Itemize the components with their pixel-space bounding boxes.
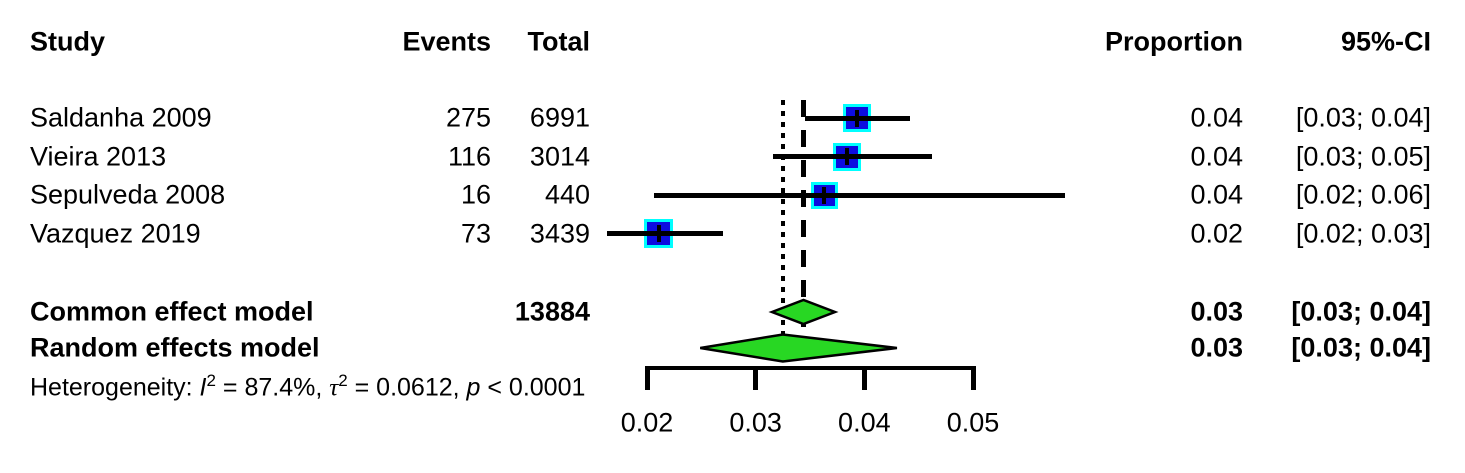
x-axis-tick [970, 366, 976, 390]
column-header-events: Events [402, 26, 491, 57]
ci-value: [0.03; 0.05] [1295, 141, 1431, 171]
effect-square [842, 104, 871, 132]
total-value: 6991 [529, 102, 590, 133]
total-value: 3014 [529, 141, 590, 171]
ci-value: [0.03; 0.04] [1295, 102, 1431, 133]
point-marker [822, 186, 827, 204]
x-axis-tick [644, 366, 650, 390]
x-axis-tick [861, 366, 867, 390]
point-marker [844, 148, 849, 165]
study-label: Vieira 2013 [30, 141, 167, 171]
common-effect-total: 13884 [514, 296, 590, 327]
random-effects-diamond [700, 333, 898, 363]
column-header-study: Study [30, 26, 106, 57]
common-effect-ci: [0.03; 0.04] [1291, 296, 1431, 327]
random-effects-proportion: 0.03 [1190, 332, 1243, 363]
events-value: 116 [447, 141, 491, 171]
common-effect-diamond [768, 298, 839, 326]
proportion-value: 0.04 [1190, 179, 1243, 210]
x-axis-tick [753, 366, 759, 390]
study-label: Sepulveda 2008 [30, 179, 226, 210]
x-axis-tick-label: 0.05 [946, 407, 1000, 438]
x-axis-line [645, 366, 975, 370]
proportion-value: 0.02 [1190, 218, 1243, 248]
ci-value: [0.02; 0.03] [1295, 218, 1431, 248]
x-axis-tick-label: 0.04 [838, 407, 891, 438]
total-value: 3439 [529, 218, 590, 248]
effect-square [644, 219, 674, 248]
column-header-proportion: Proportion [1105, 26, 1243, 57]
effect-square [810, 181, 838, 209]
common-effect-label: Common effect model [30, 296, 314, 327]
proportion-value: 0.04 [1190, 102, 1243, 133]
events-value: 73 [460, 218, 491, 248]
heterogeneity-note: Heterogeneity: I2 = 87.4%, τ2 = 0.0612, … [30, 371, 586, 402]
ci-whisker [773, 154, 932, 159]
common-effect-reference-line [800, 100, 806, 361]
study-label: Vazquez 2019 [30, 218, 201, 248]
x-axis-tick-label: 0.02 [620, 407, 674, 438]
random-effects-ci: [0.03; 0.04] [1291, 332, 1431, 363]
column-header-ci: 95%-CI [1340, 26, 1431, 57]
column-header-total: Total [527, 26, 591, 57]
events-value: 275 [445, 102, 491, 133]
ci-whisker [606, 231, 724, 236]
random-effects-label: Random effects model [30, 332, 320, 363]
common-effect-proportion: 0.03 [1190, 296, 1243, 327]
point-marker [656, 225, 661, 242]
ci-value: [0.02; 0.06] [1295, 179, 1431, 210]
x-axis-tick-label: 0.03 [729, 407, 782, 438]
study-label: Saldanha 2009 [30, 102, 212, 133]
random-effects-reference-line [780, 100, 785, 361]
effect-square [832, 142, 861, 171]
point-marker [854, 109, 859, 127]
events-value: 16 [460, 179, 491, 210]
ci-whisker [804, 115, 910, 121]
ci-whisker [653, 192, 1066, 198]
total-value: 440 [544, 179, 590, 210]
proportion-value: 0.04 [1190, 141, 1243, 171]
